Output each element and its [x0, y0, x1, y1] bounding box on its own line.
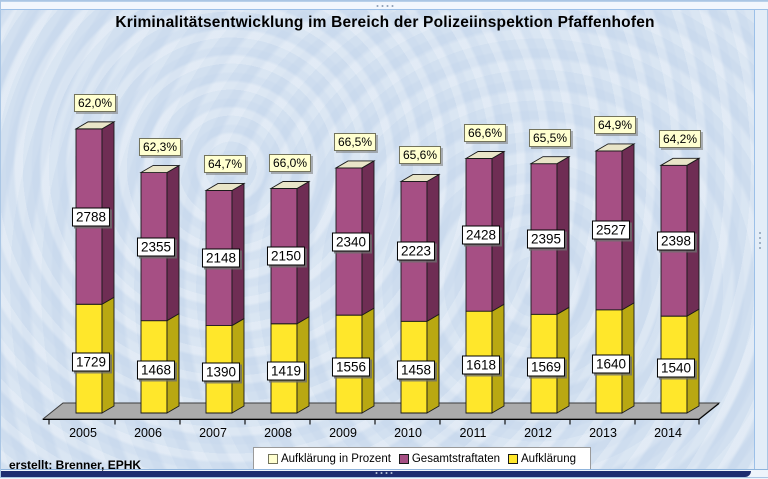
- bar-2005-top-face: [74, 121, 116, 130]
- top-resize-handle-icon[interactable]: [376, 5, 394, 7]
- legend-swatch-icon: [267, 453, 278, 464]
- bar-2011-aufklaerung-side: [491, 303, 505, 414]
- legend-item-0: Aufklärung in Prozent: [267, 452, 391, 465]
- bar-2008-top-face: [269, 181, 311, 189]
- right-resize-handle-icon[interactable]: [759, 232, 761, 249]
- bar-2010-gesamtstraftaten-side: [426, 173, 440, 323]
- top-frame-strip: [1, 1, 768, 10]
- bar-2008-aufklaerung-front: [270, 323, 298, 414]
- bar-2006-gesamtstraftaten-side: [166, 164, 180, 322]
- bar-2010-aufklaerung-side: [426, 313, 440, 414]
- legend-item-2: Aufklärung: [508, 453, 576, 465]
- bar-2007-gesamtstraftaten-side: [231, 182, 245, 327]
- bar-2011-top-face: [464, 151, 506, 159]
- legend-item-1: Gesamtstraftaten: [398, 452, 501, 465]
- bar-2012-top-face: [529, 156, 571, 165]
- bar-2009-aufklaerung-side: [361, 307, 375, 414]
- bar-2013-aufklaerung-front: [595, 309, 623, 414]
- window-bottom-bar: [1, 471, 751, 477]
- bottom-resize-handle-icon[interactable]: [375, 472, 393, 474]
- bar-2008-aufklaerung-side: [296, 315, 310, 414]
- chart-title: Kriminalitätsentwicklung im Bereich der …: [115, 14, 655, 31]
- bar-2014-gesamtstraftaten-front: [660, 164, 688, 317]
- chart-legend: Aufklärung in Prozent Gesamtstraftaten Auf…: [253, 447, 591, 470]
- bar-2007-gesamtstraftaten-front: [205, 190, 233, 327]
- bar-2014-aufklaerung-side: [686, 308, 700, 414]
- bar-2005-gesamtstraftaten-side: [101, 121, 115, 306]
- bar-2010-top-face: [399, 174, 441, 182]
- bar-2011-gesamtstraftaten-front: [465, 158, 493, 312]
- bar-2012-gesamtstraftaten-front: [530, 163, 558, 315]
- bar-2006-gesamtstraftaten-front: [140, 172, 168, 322]
- bar-2013-gesamtstraftaten-side: [621, 143, 635, 311]
- bar-2008-gesamtstraftaten-front: [270, 188, 298, 325]
- bar-2009-aufklaerung-front: [335, 314, 363, 414]
- right-frame-strip: [754, 10, 767, 471]
- bar-2010-gesamtstraftaten-front: [400, 181, 428, 322]
- bar-2007-aufklaerung-front: [205, 325, 233, 414]
- bar-2007-top-face: [204, 183, 246, 191]
- bar-2005-gesamtstraftaten-front: [75, 128, 103, 305]
- bar-2011-aufklaerung-front: [465, 310, 493, 414]
- bar-2009-top-face: [334, 160, 376, 169]
- bar-2006-aufklaerung-side: [166, 312, 180, 414]
- legend-label: Aufklärung: [521, 452, 576, 465]
- legend-label: Aufklärung in Prozent: [280, 452, 391, 465]
- bar-2009-gesamtstraftaten-front: [335, 167, 363, 316]
- bar-2011-gesamtstraftaten-side: [491, 150, 505, 313]
- bar-2012-aufklaerung-side: [556, 306, 570, 414]
- bar-2013-aufklaerung-side: [621, 302, 635, 414]
- legend-swatch-icon: [508, 453, 519, 464]
- bar-2014-aufklaerung-front: [660, 315, 688, 414]
- bar-2013-top-face: [594, 143, 636, 152]
- bar-2014-gesamtstraftaten-side: [686, 157, 700, 317]
- credit-text: erstellt: Brenner, EPHK: [9, 458, 142, 472]
- legend-swatch-icon: [398, 453, 409, 464]
- bar-2012-gesamtstraftaten-side: [556, 155, 570, 316]
- bar-2007-aufklaerung-side: [231, 317, 245, 414]
- bar-2013-gesamtstraftaten-front: [595, 150, 623, 311]
- legend-label: Gesamtstraftaten: [411, 452, 501, 465]
- bar-2005-aufklaerung-front: [75, 303, 103, 414]
- bar-2005-aufklaerung-side: [101, 296, 115, 414]
- bar-2010-aufklaerung-front: [400, 320, 428, 414]
- bar-2006-aufklaerung-front: [140, 320, 168, 414]
- bar-2012-aufklaerung-front: [530, 313, 558, 414]
- bar-2006-top-face: [139, 165, 181, 173]
- bar-2014-top-face: [659, 157, 701, 166]
- x-axis-corner-line: [698, 403, 720, 420]
- bar-2008-gesamtstraftaten-side: [296, 180, 310, 325]
- bar-2009-gesamtstraftaten-side: [361, 160, 375, 316]
